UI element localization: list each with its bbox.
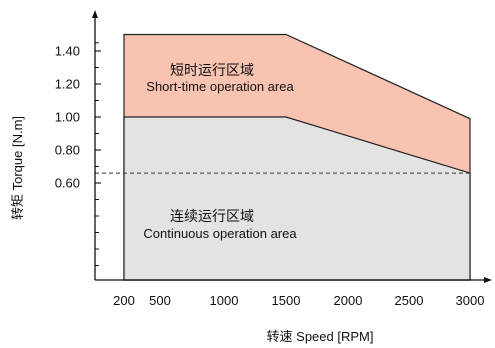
y-axis-arrow — [92, 10, 98, 18]
continuous-label-en: Continuous operation area — [143, 226, 297, 241]
x-tick-label: 2500 — [395, 293, 424, 308]
x-tick-label: 500 — [149, 293, 171, 308]
x-axis-title: 转速 Speed [RPM] — [267, 329, 374, 344]
x-tick-label: 3000 — [456, 293, 485, 308]
x-tick-label: 1500 — [272, 293, 301, 308]
continuous-label-cn: 连续运行区域 — [170, 208, 254, 224]
x-tick-label: 200 — [113, 293, 135, 308]
y-axis-ticks: 0.60 0.80 1.00 1.20 1.40 — [55, 44, 80, 191]
y-tick-label: 1.20 — [55, 77, 80, 92]
y-tick-label: 0.60 — [55, 176, 80, 191]
x-tick-label: 2000 — [334, 293, 363, 308]
x-axis-ticks: 200 500 1000 1500 2000 2500 3000 — [113, 293, 484, 308]
x-axis-arrow — [484, 277, 492, 283]
short-time-label-cn: 短时运行区域 — [170, 62, 254, 78]
continuous-operation-region — [123, 116, 471, 281]
x-tick-label: 1000 — [210, 293, 239, 308]
y-tick-label: 0.80 — [55, 143, 80, 158]
y-tick-label: 1.00 — [55, 110, 80, 125]
axes — [92, 10, 492, 283]
short-time-label-en: Short-time operation area — [146, 79, 294, 94]
y-tick-label: 1.40 — [55, 44, 80, 59]
y-axis-title: 转矩 Torque [N.m] — [10, 116, 25, 220]
